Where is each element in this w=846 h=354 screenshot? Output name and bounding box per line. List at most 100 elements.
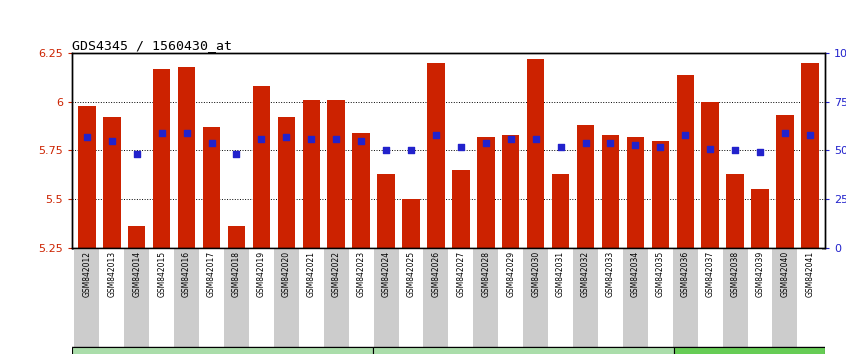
Bar — [627, 137, 644, 248]
Bar — [78, 105, 96, 248]
Bar — [498, 248, 523, 347]
Text: GSM842024: GSM842024 — [382, 251, 391, 297]
Text: GSM842025: GSM842025 — [406, 251, 415, 297]
Text: GSM842028: GSM842028 — [481, 251, 491, 297]
Bar — [249, 248, 274, 347]
Text: GSM842016: GSM842016 — [182, 251, 191, 297]
Text: GSM842023: GSM842023 — [357, 251, 365, 297]
Bar — [153, 69, 170, 248]
Bar — [128, 226, 146, 248]
Bar — [373, 347, 674, 354]
Point — [230, 152, 244, 157]
Point — [105, 138, 118, 143]
Point — [279, 134, 293, 139]
Bar — [228, 226, 245, 248]
Point — [529, 136, 542, 142]
Bar — [548, 248, 573, 347]
Point — [479, 140, 492, 145]
Bar — [274, 248, 299, 347]
Bar — [277, 117, 295, 248]
Text: GSM842027: GSM842027 — [456, 251, 465, 297]
Point — [80, 134, 94, 139]
Point — [255, 136, 268, 142]
Bar — [398, 248, 424, 347]
Bar — [722, 248, 748, 347]
Text: GSM842038: GSM842038 — [731, 251, 739, 297]
Text: GSM842022: GSM842022 — [332, 251, 341, 297]
Bar — [99, 248, 124, 347]
Point — [753, 149, 766, 155]
Point — [130, 152, 144, 157]
Bar — [299, 248, 324, 347]
Point — [429, 132, 442, 138]
Bar — [698, 248, 722, 347]
Bar — [203, 127, 220, 248]
Point — [180, 130, 194, 136]
Bar — [772, 248, 798, 347]
Text: GSM842036: GSM842036 — [681, 251, 689, 297]
Bar — [798, 248, 822, 347]
Bar — [253, 86, 270, 248]
Bar — [374, 248, 398, 347]
Text: GDS4345 / 1560430_at: GDS4345 / 1560430_at — [72, 39, 232, 52]
Point — [454, 144, 468, 149]
Point — [728, 148, 742, 153]
Bar — [327, 100, 345, 248]
Text: GSM842012: GSM842012 — [82, 251, 91, 297]
Bar — [452, 170, 470, 248]
Bar — [424, 248, 448, 347]
Point — [604, 140, 618, 145]
Text: GSM842031: GSM842031 — [556, 251, 565, 297]
Bar — [673, 248, 698, 347]
Text: GSM842041: GSM842041 — [805, 251, 815, 297]
Bar — [324, 248, 349, 347]
Bar — [448, 248, 473, 347]
Text: GSM842029: GSM842029 — [506, 251, 515, 297]
Point — [703, 145, 717, 151]
Bar — [527, 59, 544, 248]
Bar — [149, 248, 174, 347]
Point — [504, 136, 518, 142]
Bar — [178, 67, 195, 248]
Bar — [573, 248, 598, 347]
Bar — [402, 199, 420, 248]
Bar — [727, 174, 744, 248]
Bar — [377, 174, 395, 248]
Point — [803, 132, 816, 138]
Point — [354, 138, 368, 143]
Text: GSM842020: GSM842020 — [282, 251, 291, 297]
Bar — [74, 248, 99, 347]
Text: GSM842033: GSM842033 — [606, 251, 615, 297]
Point — [629, 142, 642, 147]
Bar — [701, 102, 719, 248]
Point — [554, 144, 568, 149]
Bar — [72, 347, 373, 354]
Point — [404, 148, 418, 153]
Text: GSM842026: GSM842026 — [431, 251, 441, 297]
Text: GSM842039: GSM842039 — [755, 251, 765, 297]
Bar — [427, 63, 445, 248]
Text: GSM842015: GSM842015 — [157, 251, 166, 297]
Bar — [651, 141, 669, 248]
Bar — [674, 347, 825, 354]
Bar — [552, 174, 569, 248]
Bar — [477, 137, 495, 248]
Bar — [751, 189, 769, 248]
Point — [379, 148, 393, 153]
Text: GSM842021: GSM842021 — [307, 251, 316, 297]
Bar — [124, 248, 149, 347]
Bar — [748, 248, 772, 347]
Text: GSM842018: GSM842018 — [232, 251, 241, 297]
Point — [778, 130, 792, 136]
Text: GSM842035: GSM842035 — [656, 251, 665, 297]
Text: GSM842030: GSM842030 — [531, 251, 540, 297]
Bar — [174, 248, 199, 347]
Point — [155, 130, 168, 136]
Bar — [502, 135, 519, 248]
Bar — [577, 125, 594, 248]
Bar — [199, 248, 224, 347]
Bar — [777, 115, 794, 248]
Text: GSM842032: GSM842032 — [581, 251, 590, 297]
Point — [329, 136, 343, 142]
Bar — [801, 63, 819, 248]
